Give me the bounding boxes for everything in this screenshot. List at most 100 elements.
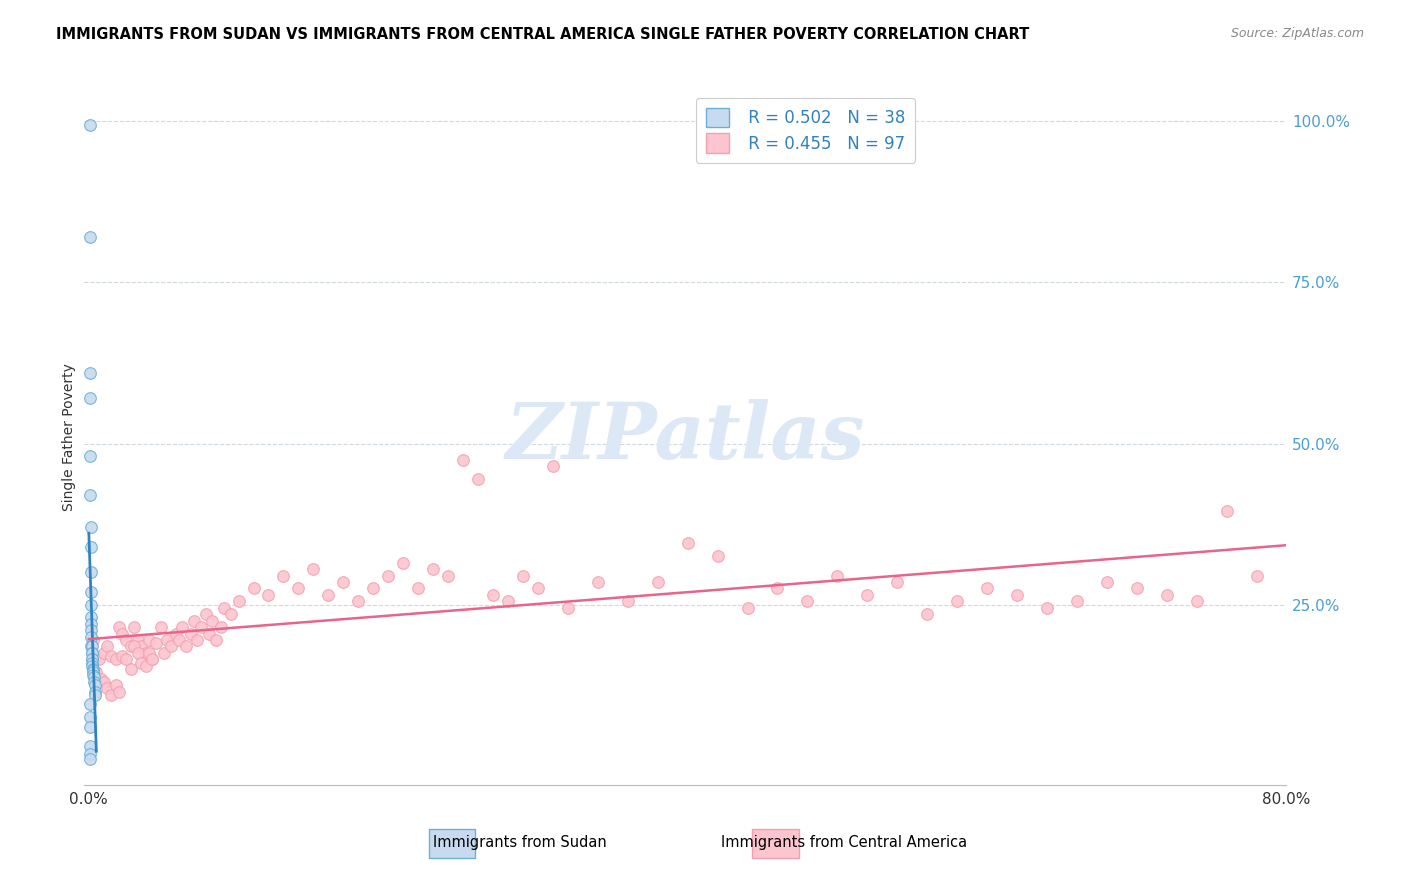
Point	[318, 588, 340, 602]
Point	[541, 458, 564, 473]
Point	[79, 230, 101, 244]
Point	[1095, 575, 1118, 590]
Point	[190, 620, 212, 634]
Point	[80, 598, 103, 612]
Point	[1156, 588, 1178, 602]
Text: Immigrants from Sudan: Immigrants from Sudan	[433, 836, 607, 850]
Point	[152, 646, 174, 660]
Point	[347, 594, 370, 608]
Point	[242, 582, 264, 596]
Point	[104, 678, 127, 692]
Point	[79, 720, 101, 734]
Point	[120, 640, 142, 654]
Point	[557, 600, 579, 615]
Point	[796, 594, 818, 608]
Point	[122, 620, 145, 634]
Point	[1246, 568, 1268, 582]
Legend:  R = 0.502   N = 38,  R = 0.455   N = 97: R = 0.502 N = 38, R = 0.455 N = 97	[696, 97, 915, 162]
Point	[737, 600, 759, 615]
Point	[80, 646, 103, 660]
Point	[165, 626, 187, 640]
Point	[212, 600, 235, 615]
Point	[915, 607, 938, 622]
Point	[1126, 582, 1149, 596]
Point	[138, 646, 160, 660]
Point	[83, 684, 105, 698]
Point	[406, 582, 429, 596]
Point	[170, 620, 193, 634]
Point	[1005, 588, 1028, 602]
Point	[287, 582, 309, 596]
Point	[392, 556, 415, 570]
Point	[120, 662, 142, 676]
Point	[135, 646, 157, 660]
Point	[302, 562, 325, 576]
Text: Immigrants from Central America: Immigrants from Central America	[720, 836, 967, 850]
Point	[586, 575, 609, 590]
Point	[79, 520, 101, 534]
Point	[82, 663, 104, 677]
Point	[201, 614, 224, 628]
Point	[79, 366, 101, 380]
Point	[141, 652, 163, 666]
Point	[1215, 504, 1237, 518]
Point	[122, 640, 145, 654]
Point	[90, 672, 112, 686]
Point	[82, 662, 104, 676]
Point	[886, 575, 908, 590]
Point	[361, 582, 384, 596]
Point	[83, 670, 105, 684]
Point	[86, 649, 108, 664]
Point	[129, 640, 152, 654]
Point	[79, 739, 101, 754]
Point	[93, 674, 115, 689]
Point	[79, 752, 101, 766]
Point	[127, 646, 149, 660]
Point	[82, 665, 104, 680]
Point	[80, 652, 103, 666]
Point	[79, 392, 101, 406]
Point	[1036, 600, 1059, 615]
Point	[856, 588, 879, 602]
Text: Source: ZipAtlas.com: Source: ZipAtlas.com	[1230, 27, 1364, 40]
Point	[79, 698, 101, 712]
Point	[82, 633, 104, 648]
Point	[377, 568, 399, 582]
Point	[209, 620, 232, 634]
Point	[84, 688, 107, 702]
Point	[80, 640, 103, 654]
Point	[111, 626, 134, 640]
Point	[129, 656, 152, 670]
Point	[156, 633, 179, 648]
Point	[80, 624, 103, 638]
Point	[167, 633, 190, 648]
Y-axis label: Single Father Poverty: Single Father Poverty	[62, 363, 76, 511]
Point	[219, 607, 242, 622]
Point	[135, 658, 157, 673]
Point	[96, 640, 118, 654]
Point	[766, 582, 789, 596]
Text: ZIPatlas: ZIPatlas	[506, 399, 865, 475]
Point	[100, 688, 122, 702]
Point	[512, 568, 534, 582]
Point	[451, 452, 474, 467]
Point	[80, 610, 103, 624]
Point	[96, 681, 118, 696]
Point	[1185, 594, 1208, 608]
Point	[79, 488, 101, 502]
Point	[946, 594, 969, 608]
Point	[138, 633, 160, 648]
Point	[197, 626, 219, 640]
Point	[115, 633, 138, 648]
Point	[527, 582, 550, 596]
Point	[82, 658, 104, 673]
Point	[706, 549, 728, 564]
Point	[180, 626, 202, 640]
Point	[115, 652, 138, 666]
Point	[80, 616, 103, 631]
Point	[205, 633, 228, 648]
Point	[104, 652, 127, 666]
Point	[676, 536, 699, 550]
Point	[160, 640, 183, 654]
Point	[80, 646, 103, 660]
